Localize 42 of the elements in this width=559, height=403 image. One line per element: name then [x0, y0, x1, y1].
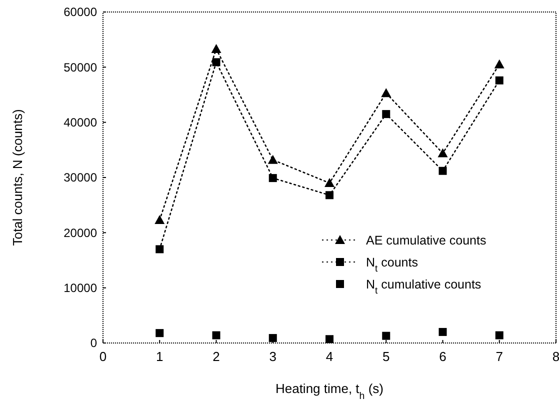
point [212, 58, 220, 66]
x-axis-title: Heating time, t$_{h}$ (s) [275, 381, 384, 402]
point [382, 332, 390, 340]
legend-label: N$_{t}$ cumulative counts [366, 277, 482, 296]
legend-label: AE cumulative counts [366, 233, 486, 248]
y-tick-label: 40000 [64, 116, 98, 130]
point [326, 335, 334, 344]
x-tick-label: 5 [382, 349, 390, 364]
y-tick-label: 0 [90, 336, 98, 350]
point [156, 329, 164, 338]
point [324, 178, 334, 188]
point [268, 334, 277, 342]
point [495, 76, 504, 84]
y-tick-label: 60000 [64, 5, 98, 20]
x-tick-label: 8 [552, 349, 559, 364]
y-tick-label: 30000 [64, 170, 98, 185]
point [382, 110, 390, 118]
y-tick-label: 50000 [64, 60, 98, 74]
x-tick-label: 6 [439, 349, 446, 364]
point [154, 214, 165, 224]
point [438, 148, 448, 158]
x-tick-label: 0 [99, 349, 107, 364]
x-tick-label: 1 [156, 349, 164, 364]
point [156, 245, 164, 254]
point [494, 59, 504, 68]
point [212, 331, 220, 340]
point [268, 174, 277, 182]
point [438, 328, 447, 336]
y-tick-label: 20000 [64, 226, 98, 240]
x-tick-label: 2 [212, 349, 220, 364]
point [268, 154, 278, 164]
y-tick-label: 10000 [64, 281, 98, 296]
y-axis-title: Total counts, N (counts) [10, 109, 25, 246]
point [438, 166, 447, 175]
x-tick-label: 4 [326, 349, 334, 364]
point [211, 44, 222, 53]
point [326, 191, 334, 200]
point [495, 331, 504, 340]
legend-label: N$_{t}$ counts [366, 255, 418, 274]
x-tick-label: 7 [496, 349, 503, 364]
point [381, 88, 392, 98]
x-tick-label: 3 [269, 349, 276, 364]
